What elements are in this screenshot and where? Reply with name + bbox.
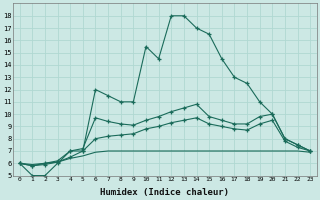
X-axis label: Humidex (Indice chaleur): Humidex (Indice chaleur) bbox=[100, 188, 229, 197]
